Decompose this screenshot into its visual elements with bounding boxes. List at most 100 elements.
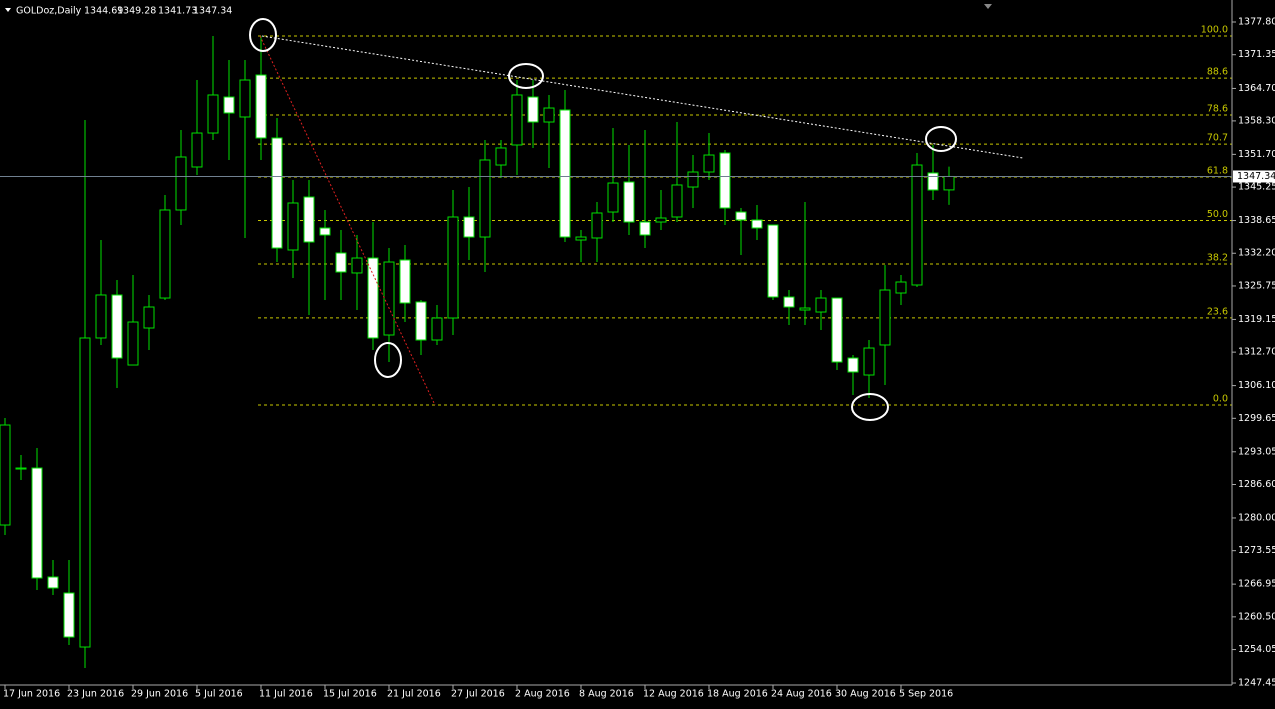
candle-body <box>223 96 235 114</box>
y-tick-label: 1280.00 <box>1238 512 1275 523</box>
candle-body <box>591 212 603 239</box>
ohlc-high: 1349.28 <box>117 6 156 17</box>
y-tick-label: 1273.55 <box>1238 545 1275 556</box>
y-tick-label: 1319.15 <box>1238 314 1275 325</box>
candle-body <box>511 94 523 146</box>
y-tick-label: 1312.70 <box>1238 347 1275 358</box>
candle-body <box>431 317 443 341</box>
x-tick-label: 29 Jun 2016 <box>131 689 188 700</box>
candle-body <box>271 137 283 249</box>
trend-line <box>261 35 1024 159</box>
candle-body <box>463 216 475 238</box>
fib-level-label: 0.0 <box>1213 394 1228 405</box>
annotation-ellipse <box>374 342 402 378</box>
y-tick-label: 1377.80 <box>1238 17 1275 28</box>
candle-body <box>895 281 907 294</box>
candle-body <box>47 576 59 589</box>
x-tick-label: 17 Jun 2016 <box>3 689 60 700</box>
candles-layer <box>0 36 955 669</box>
candle-body <box>783 296 795 308</box>
current-price-box <box>1233 170 1275 183</box>
candle-body <box>943 175 955 191</box>
candle-body <box>623 181 635 223</box>
candle-body <box>319 227 331 236</box>
y-tick-label: 1325.75 <box>1238 280 1275 291</box>
candle-body <box>255 74 267 139</box>
candle-body <box>415 301 427 341</box>
y-tick-label: 1351.70 <box>1238 149 1275 160</box>
fib-level-label: 88.6 <box>1207 67 1228 78</box>
candle-body <box>831 297 843 363</box>
x-tick-label: 30 Aug 2016 <box>835 689 896 700</box>
candle-body <box>15 467 27 470</box>
candle-body <box>815 297 827 313</box>
candle-body <box>399 259 411 304</box>
y-tick-label: 1332.20 <box>1238 248 1275 259</box>
candle-body <box>703 154 715 173</box>
y-tick-label: 1306.10 <box>1238 380 1275 391</box>
y-tick-label: 1299.65 <box>1238 413 1275 424</box>
candle-body <box>687 171 699 188</box>
ohlc-close: 1347.34 <box>193 6 232 17</box>
x-tick-label: 24 Aug 2016 <box>771 689 832 700</box>
candle-body <box>31 467 43 579</box>
candle-body <box>0 424 11 526</box>
fib-level-label: 38.2 <box>1207 253 1228 264</box>
candle-body <box>799 307 811 311</box>
candle-body <box>479 159 491 238</box>
annotation-ellipse <box>851 393 889 421</box>
x-tick-label: 5 Jul 2016 <box>195 689 243 700</box>
candle-body <box>383 261 395 336</box>
x-tick-label: 23 Jun 2016 <box>67 689 124 700</box>
y-tick-label: 1358.30 <box>1238 115 1275 126</box>
current-price-label: 1347.34 <box>1237 171 1275 182</box>
annotation-ellipse <box>508 63 544 89</box>
annotation-ellipse <box>249 18 277 52</box>
candle-body <box>335 252 347 273</box>
y-tick-label: 1266.95 <box>1238 579 1275 590</box>
candle-body <box>639 221 651 236</box>
x-tick-label: 8 Aug 2016 <box>579 689 634 700</box>
fib-level-label: 61.8 <box>1207 165 1228 176</box>
ohlc-low: 1341.73 <box>158 6 197 17</box>
candle-body <box>111 294 123 359</box>
trend-line <box>259 35 436 406</box>
candle-body <box>527 96 539 123</box>
ohlc-open: 1344.69 <box>84 6 123 17</box>
x-tick-label: 2 Aug 2016 <box>515 689 570 700</box>
candle-body <box>543 107 555 123</box>
candle-body <box>367 257 379 339</box>
y-tick-label: 1371.35 <box>1238 49 1275 60</box>
candle-body <box>127 321 139 366</box>
y-tick-label: 1247.45 <box>1238 678 1275 689</box>
candle-body <box>671 184 683 218</box>
fib-level-label: 23.6 <box>1207 306 1228 317</box>
menu-marker <box>5 8 11 12</box>
shift-marker <box>984 4 992 9</box>
candle-body <box>575 236 587 241</box>
candle-body <box>447 216 459 319</box>
x-tick-label: 11 Jul 2016 <box>259 689 313 700</box>
y-tick-label: 1286.60 <box>1238 479 1275 490</box>
candle-body <box>607 182 619 213</box>
candle-body <box>559 109 571 238</box>
candle-body <box>847 357 859 373</box>
y-tick-label: 1338.65 <box>1238 215 1275 226</box>
y-tick-label: 1345.25 <box>1238 182 1275 193</box>
x-tick-label: 5 Sep 2016 <box>899 689 953 700</box>
x-tick-label: 15 Jul 2016 <box>323 689 377 700</box>
candle-body <box>927 172 939 191</box>
candle-body <box>175 156 187 211</box>
y-tick-label: 1254.05 <box>1238 644 1275 655</box>
x-tick-label: 18 Aug 2016 <box>707 689 768 700</box>
candle-body <box>735 211 747 221</box>
y-tick-label: 1260.50 <box>1238 611 1275 622</box>
chart-title: GOLDoz,Daily <box>16 6 82 17</box>
candle-body <box>95 294 107 339</box>
candle-body <box>79 337 91 648</box>
candle-body <box>751 219 763 229</box>
fib-level-label: 100.0 <box>1201 25 1228 36</box>
y-tick-label: 1364.70 <box>1238 83 1275 94</box>
